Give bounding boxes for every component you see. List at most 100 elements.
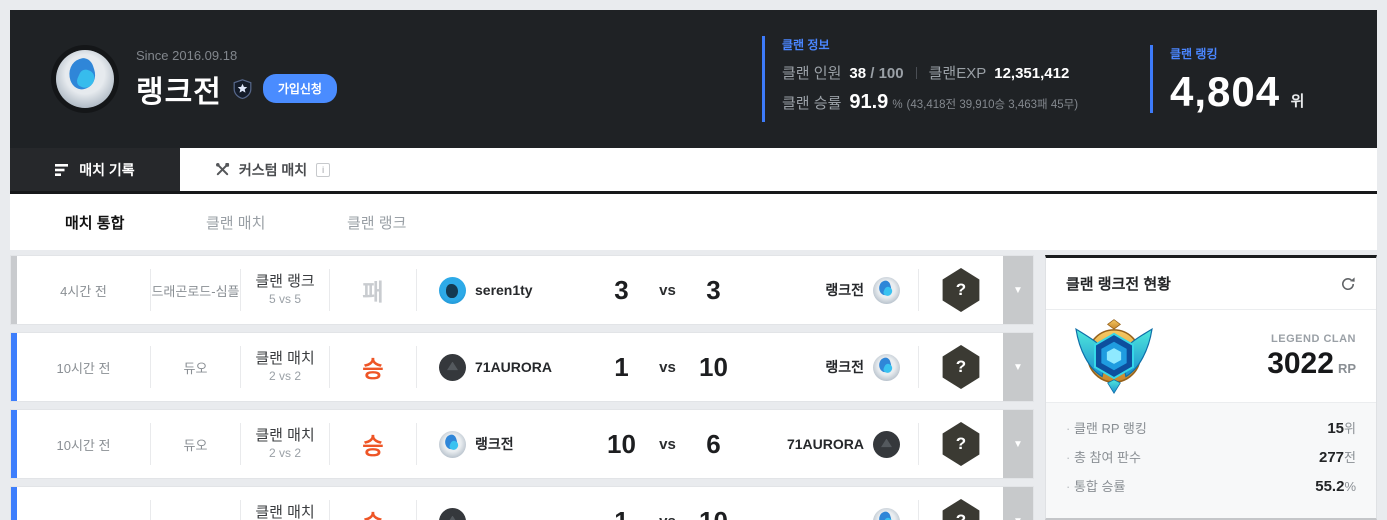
- team-left: 71AURORA: [417, 333, 585, 401]
- match-type: 클랜 랭크 5 vs 5: [241, 256, 329, 324]
- match-type: 클랜 매치 2 vs 2: [241, 487, 329, 520]
- stat-value: 277: [1319, 449, 1345, 466]
- winrate-detail: (43,418전 39,910승 3,463패 45무): [906, 99, 1079, 111]
- team-left-avatar: [439, 507, 466, 520]
- expand-row-button[interactable]: ▼: [1003, 487, 1033, 520]
- match-type: 클랜 매치 2 vs 2: [241, 333, 329, 401]
- team-right: [750, 487, 918, 520]
- stat-unit: 전: [1344, 450, 1356, 465]
- team-left-avatar: [439, 353, 466, 381]
- members-current: 38: [849, 65, 867, 82]
- score: 10 vs 6: [585, 410, 750, 478]
- match-type-name: 클랜 매치: [255, 504, 315, 520]
- stat-unit: %: [1344, 479, 1356, 494]
- score-left: 1: [596, 506, 648, 520]
- match-detail-button[interactable]: ?: [942, 422, 980, 466]
- team-left-name: seren1ty: [475, 282, 533, 298]
- subtab-clan-match[interactable]: 클랜 매치: [206, 214, 266, 232]
- rank-card-stats: 클랜 RP 랭킹 15 위 총 참여 판수 277 전 통합 승률 55.2 %: [1046, 403, 1376, 518]
- match-time: 10시간 전: [56, 437, 111, 453]
- score-right: 6: [706, 428, 721, 459]
- stat-label: 클랜 RP 랭킹: [1066, 418, 1147, 437]
- result-strip: [11, 256, 17, 324]
- score: 1 vs 10: [585, 333, 750, 401]
- rank-card-title: 클랜 랭크전 현황: [1066, 276, 1171, 293]
- match-mode: 듀오: [183, 360, 208, 376]
- score-left: 1: [614, 351, 629, 382]
- team-right-name: 71AURORA: [786, 436, 864, 452]
- team-left: 랭크전: [417, 410, 585, 478]
- tab-match-record[interactable]: 매치 기록: [10, 148, 180, 191]
- vs-label: vs: [659, 281, 676, 299]
- vs-label: vs: [659, 358, 676, 376]
- clan-identity: Since 2016.09.18 랭크전 가입신청: [10, 48, 337, 111]
- vs-label: vs: [659, 435, 676, 453]
- team-right: 71AURORA: [750, 410, 918, 478]
- match-result: 승: [330, 487, 416, 520]
- stat-unit: 위: [1344, 421, 1356, 436]
- team-right-name: 랭크전: [825, 359, 864, 375]
- clan-winrate-line: 클랜 승률 91.9 % (43,418전 39,910승 3,463패 45무…: [782, 91, 1150, 114]
- match-type-format: 5 vs 5: [268, 291, 301, 306]
- score: 3 vs 3: [585, 256, 750, 324]
- clan-ranking-unit: 위: [1290, 93, 1305, 110]
- match-time: 10시간 전: [56, 360, 111, 376]
- match-list: 4시간 전 드래곤로드-심플 클랜 랭크 5 vs 5 패 seren1ty 3…: [10, 255, 1034, 520]
- match-row[interactable]: 10시간 전 듀오 클랜 매치 2 vs 2 승 랭크전 10 vs: [10, 409, 1034, 479]
- stat-value: 55.2: [1315, 478, 1345, 495]
- score-left: 3: [614, 274, 629, 305]
- team-left: [417, 487, 585, 520]
- match-type-name: 클랜 매치: [255, 427, 315, 445]
- match-row[interactable]: 10시간 전 듀오 클랜 매치 2 vs 2 승 71AURORA 1 vs: [10, 332, 1034, 402]
- score-right: 10: [688, 506, 740, 520]
- clan-ranking-title: 클랜 랭킹: [1170, 47, 1218, 61]
- match-mode: 드래곤로드-심플: [151, 283, 240, 299]
- team-right-avatar: [873, 353, 900, 381]
- match-row[interactable]: 클랜 매치 2 vs 2 승 1 vs 10: [10, 486, 1034, 520]
- match-type-format: 2 vs 2: [268, 445, 301, 460]
- clan-since: Since 2016.09.18: [136, 47, 238, 63]
- result-strip: [11, 410, 17, 478]
- score: 1 vs 10: [585, 487, 750, 520]
- team-right: 랭크전: [750, 256, 918, 324]
- clan-info-title: 클랜 정보: [782, 38, 830, 52]
- rp-unit: RP: [1337, 361, 1356, 376]
- main-tabbar: 매치 기록 커스텀 매치 i: [10, 148, 1377, 194]
- clan-info-block: 클랜 정보 클랜 인원 38 / 100 클랜EXP 12,351,412 클랜…: [762, 36, 1150, 122]
- match-detail-button[interactable]: ?: [942, 499, 980, 520]
- refresh-icon[interactable]: [1340, 276, 1356, 292]
- clan-meta: Since 2016.09.18 랭크전 가입신청: [136, 48, 337, 111]
- stat-row-rp-ranking: 클랜 RP 랭킹 15 위: [1066, 418, 1356, 447]
- info-icon[interactable]: i: [316, 162, 331, 177]
- winrate-label: 클랜 승률: [782, 95, 842, 112]
- match-result: 승: [362, 356, 384, 382]
- score-right: 10: [699, 351, 728, 382]
- subtab-clan-rank[interactable]: 클랜 랭크: [347, 214, 407, 232]
- content-area: 4시간 전 드래곤로드-심플 클랜 랭크 5 vs 5 패 seren1ty 3…: [10, 255, 1377, 520]
- match-result: 패: [362, 279, 384, 305]
- winrate-value: 91.9: [849, 91, 889, 113]
- tab-custom-match[interactable]: 커스텀 매치 i: [180, 148, 365, 191]
- match-row[interactable]: 4시간 전 드래곤로드-심플 클랜 랭크 5 vs 5 패 seren1ty 3…: [10, 255, 1034, 325]
- team-right-avatar: [873, 430, 900, 458]
- expand-row-button[interactable]: ▼: [1003, 333, 1033, 401]
- subtab-match-all[interactable]: 매치 통합: [65, 214, 125, 232]
- team-left: seren1ty: [417, 256, 585, 324]
- score-right: 3: [706, 274, 721, 305]
- legend-clan-emblem: [1066, 318, 1162, 394]
- match-record-icon: [55, 163, 70, 177]
- clan-logo-avatar: [56, 50, 114, 108]
- expand-row-button[interactable]: ▼: [1003, 410, 1033, 478]
- expand-row-button[interactable]: ▼: [1003, 256, 1033, 324]
- match-type-name: 클랜 매치: [255, 350, 315, 368]
- tier-label: LEGEND CLAN: [1271, 333, 1356, 345]
- match-detail-button[interactable]: ?: [942, 268, 980, 312]
- match-time: 4시간 전: [60, 283, 107, 299]
- exp-value: 12,351,412: [994, 65, 1070, 82]
- match-detail-button[interactable]: ?: [942, 345, 980, 389]
- tab-match-record-label: 매치 기록: [79, 161, 135, 178]
- score-left: 10: [607, 428, 636, 459]
- join-clan-button[interactable]: 가입신청: [262, 74, 337, 103]
- stat-label: 통합 승률: [1066, 476, 1125, 495]
